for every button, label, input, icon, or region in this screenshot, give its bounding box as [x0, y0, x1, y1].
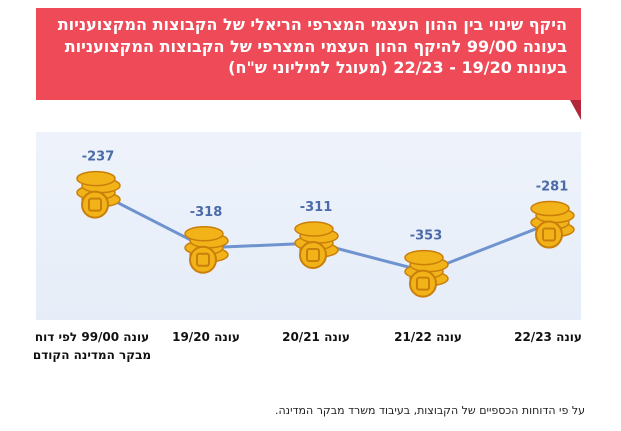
title-fold-decoration — [570, 100, 581, 120]
x-tick-label: עונה 20/21 — [282, 330, 350, 344]
data-label: -318 — [190, 205, 223, 220]
x-tick-label: עונה 21/22 — [394, 330, 462, 344]
source-note: על פי הדוחות הכספיים של הקבוצות, בעיבוד … — [274, 404, 585, 417]
x-tick-label: עונה 19/20 — [172, 330, 240, 344]
coin-stack-icon — [404, 249, 449, 298]
data-label: -281 — [536, 180, 569, 195]
value-labels: -237 -318 -311 -353 -281 — [82, 150, 569, 244]
data-label: -311 — [300, 200, 333, 215]
data-label: -353 — [410, 229, 443, 244]
coin-markers — [76, 170, 575, 298]
coin-stack-icon — [530, 200, 575, 249]
x-tick-label: עונה 99/00 לפי דוח מבקר המדינה הקודם — [32, 330, 152, 362]
x-tick-label: עונה 22/23 — [514, 330, 582, 344]
coin-stack-icon — [184, 226, 229, 274]
data-label: -237 — [82, 150, 115, 165]
chart-title: היקף שינוי בין ההון העצמי המצרפי הריאלי … — [36, 8, 581, 100]
coin-stack-icon — [294, 221, 339, 269]
coin-stack-icon — [76, 170, 121, 219]
